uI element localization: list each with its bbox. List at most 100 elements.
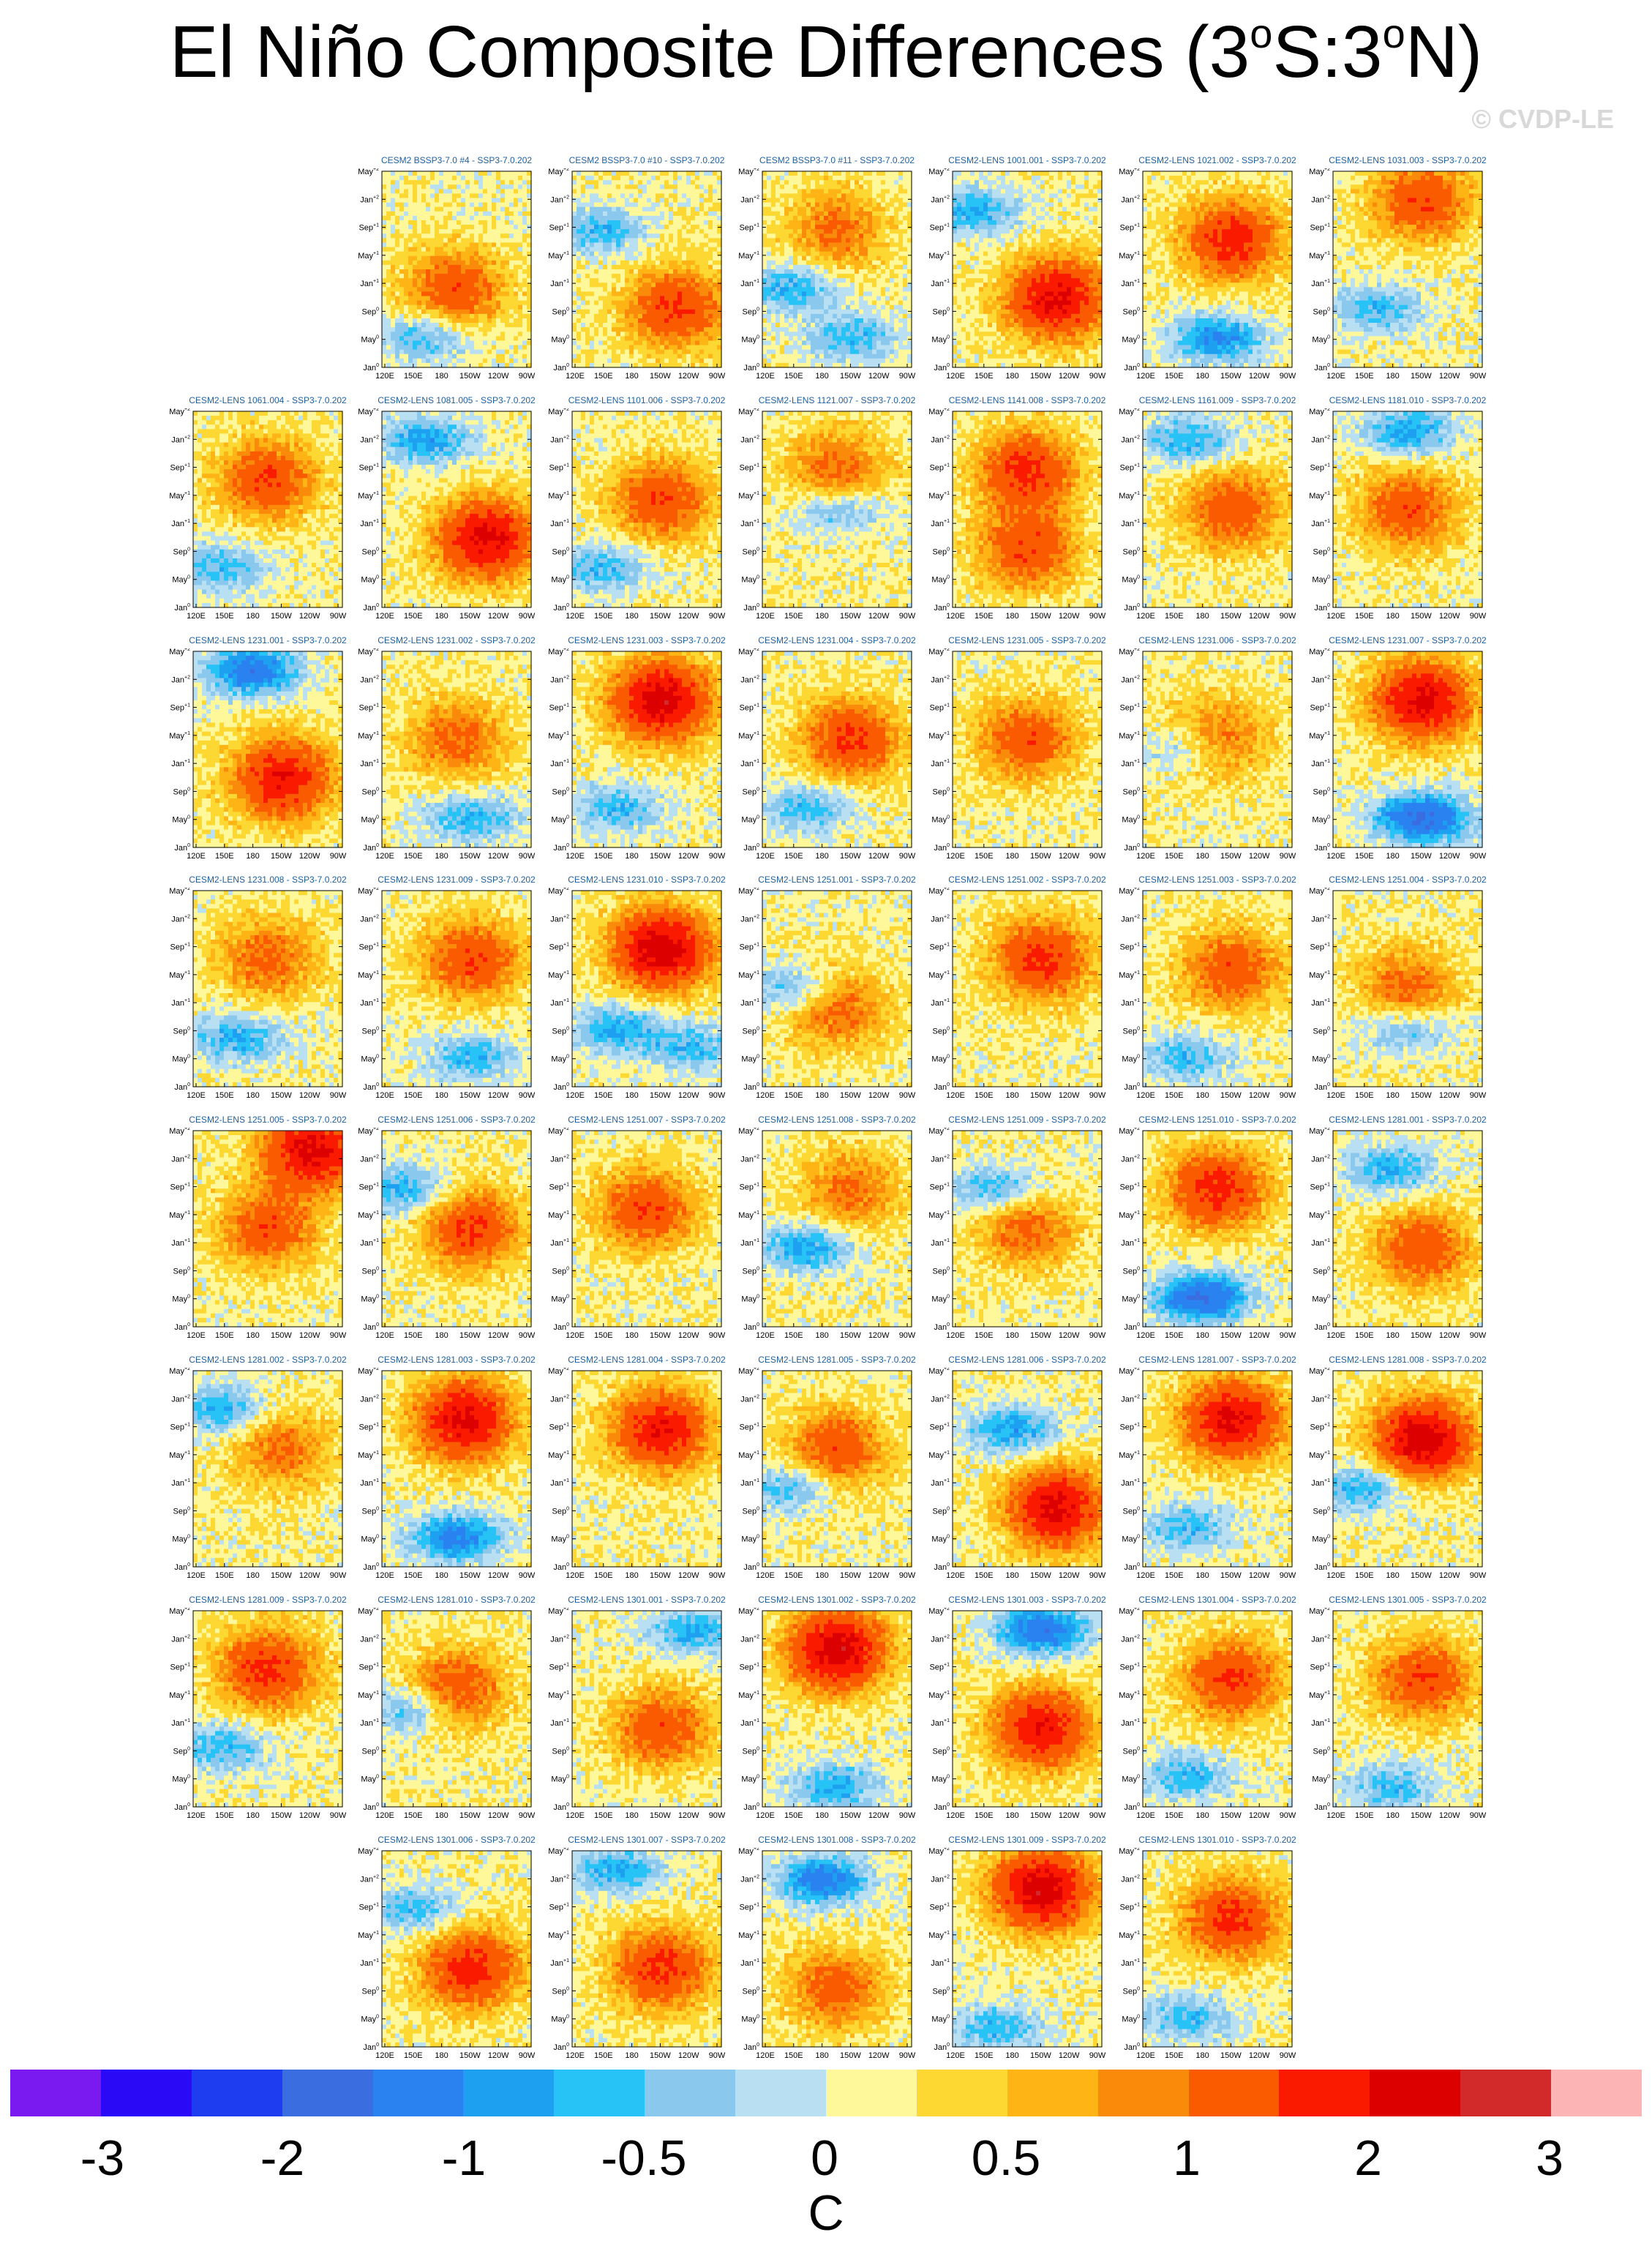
heatmap-cell <box>828 189 833 194</box>
heatmap-cell <box>581 345 586 351</box>
heatmap-cell <box>500 211 506 217</box>
heatmap-cell <box>651 336 656 341</box>
heatmap-cell <box>863 242 868 247</box>
heatmap-cell <box>391 269 396 274</box>
heatmap-cell <box>386 211 391 217</box>
heatmap-cell <box>625 242 630 247</box>
heatmap-cell <box>382 287 387 292</box>
heatmap-cell <box>664 323 669 328</box>
heatmap-cell <box>642 229 647 234</box>
heatmap-cell <box>581 247 586 252</box>
heatmap-cell <box>1049 211 1054 217</box>
heatmap-cell <box>686 238 691 243</box>
heatmap-cell <box>673 225 678 230</box>
heatmap-cell <box>581 305 586 310</box>
heatmap-cell <box>461 180 466 185</box>
heatmap-cell <box>603 171 608 176</box>
heatmap-cell <box>629 207 634 212</box>
heatmap-cell <box>638 327 643 332</box>
heatmap-cell <box>855 184 860 190</box>
heatmap-cell <box>505 247 510 252</box>
heatmap-cell <box>391 327 396 332</box>
heatmap-cell <box>1018 203 1024 208</box>
heatmap-cell <box>824 314 829 319</box>
heatmap-cell <box>815 261 820 266</box>
heatmap-cell <box>988 211 993 217</box>
heatmap-cell <box>797 176 803 181</box>
heatmap-cell <box>885 291 890 296</box>
heatmap-cell <box>1045 171 1050 176</box>
heatmap-cell <box>612 203 617 208</box>
heatmap-cell <box>461 256 466 261</box>
heatmap-cell <box>872 287 877 292</box>
heatmap-cell <box>664 256 669 261</box>
heatmap-cell <box>496 296 501 302</box>
heatmap-cell <box>435 278 440 283</box>
heatmap-cell <box>894 176 899 181</box>
heatmap-cell <box>876 332 882 337</box>
heatmap-cell <box>797 336 803 341</box>
heatmap-cell <box>863 345 868 351</box>
heatmap-cell <box>620 282 626 288</box>
heatmap-cell <box>815 314 820 319</box>
heatmap-cell <box>478 340 484 345</box>
heatmap-cell <box>439 345 444 351</box>
heatmap-cell <box>585 225 590 230</box>
heatmap-cell <box>797 216 803 221</box>
heatmap-cell <box>824 332 829 337</box>
heatmap-cell <box>850 350 855 355</box>
heatmap-cell <box>890 336 895 341</box>
heatmap-cell <box>819 242 825 247</box>
heatmap-cell <box>885 207 890 212</box>
heatmap-cell <box>577 336 582 341</box>
heatmap-cell <box>793 345 798 351</box>
heatmap-cell <box>620 345 626 351</box>
heatmap-cell <box>806 193 811 198</box>
heatmap-cell <box>514 211 519 217</box>
heatmap-cell <box>443 310 448 315</box>
heatmap-cell <box>677 207 683 212</box>
heatmap-cell <box>1071 207 1076 212</box>
heatmap-cell <box>505 229 510 234</box>
heatmap-cell <box>465 323 470 328</box>
heatmap-cell <box>669 354 674 359</box>
heatmap-cell <box>656 171 661 176</box>
heatmap-cell <box>590 287 595 292</box>
heatmap-cell <box>620 305 626 310</box>
heatmap-cell <box>819 354 825 359</box>
heatmap-cell <box>664 261 669 266</box>
heatmap-cell <box>828 340 833 345</box>
heatmap-cell <box>474 225 479 230</box>
heatmap-cell <box>669 242 674 247</box>
heatmap-cell <box>806 233 811 239</box>
heatmap-cell <box>386 252 391 257</box>
heatmap-cell <box>629 359 634 364</box>
heatmap-cell <box>620 171 626 176</box>
heatmap-cell <box>885 296 890 302</box>
heatmap-cell <box>1075 198 1081 203</box>
heatmap-cell <box>448 296 453 302</box>
heatmap-cell <box>629 211 634 217</box>
heatmap-cell <box>647 278 652 283</box>
heatmap-cell <box>603 207 608 212</box>
heatmap-cell <box>465 359 470 364</box>
heatmap-cell <box>833 193 838 198</box>
heatmap-cell <box>651 278 656 283</box>
heatmap-cell <box>483 171 488 176</box>
heatmap-cell <box>780 261 785 266</box>
heatmap-cell <box>391 345 396 351</box>
heatmap-cell <box>789 282 794 288</box>
heatmap-cell <box>953 176 958 181</box>
heatmap-cell <box>767 198 772 203</box>
heatmap-cell <box>833 242 838 247</box>
heatmap-cell <box>699 354 705 359</box>
heatmap-cell <box>776 180 781 185</box>
heatmap-cell <box>863 350 868 355</box>
heatmap-cell <box>664 238 669 243</box>
heatmap-cell <box>762 233 767 239</box>
heatmap-cell <box>612 229 617 234</box>
heatmap-cell <box>461 225 466 230</box>
heatmap-cell <box>585 193 590 198</box>
heatmap-cell <box>890 252 895 257</box>
heatmap-cell <box>806 278 811 283</box>
